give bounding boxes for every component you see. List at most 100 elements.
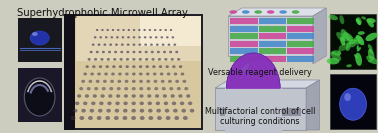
FancyBboxPatch shape — [65, 16, 201, 128]
Ellipse shape — [330, 52, 341, 61]
Ellipse shape — [339, 15, 344, 24]
Ellipse shape — [109, 87, 113, 90]
Ellipse shape — [48, 86, 50, 88]
Text: Multifactorial control of cell
culturing conditions: Multifactorial control of cell culturing… — [205, 107, 315, 126]
FancyBboxPatch shape — [330, 74, 376, 129]
Text: Versable reagent delivery: Versable reagent delivery — [208, 68, 312, 77]
Ellipse shape — [117, 29, 119, 31]
Ellipse shape — [350, 41, 358, 47]
FancyBboxPatch shape — [231, 18, 257, 24]
Ellipse shape — [102, 51, 105, 53]
Ellipse shape — [122, 36, 124, 38]
Ellipse shape — [168, 80, 172, 83]
Ellipse shape — [131, 109, 136, 113]
Ellipse shape — [105, 65, 109, 68]
Ellipse shape — [139, 94, 144, 98]
Ellipse shape — [169, 87, 173, 90]
Ellipse shape — [139, 101, 144, 105]
Ellipse shape — [348, 36, 352, 43]
Ellipse shape — [119, 65, 122, 68]
Ellipse shape — [75, 101, 79, 105]
Ellipse shape — [48, 85, 50, 87]
Ellipse shape — [126, 51, 129, 53]
Ellipse shape — [340, 36, 345, 46]
FancyBboxPatch shape — [231, 33, 257, 39]
Ellipse shape — [108, 51, 111, 53]
FancyBboxPatch shape — [231, 41, 257, 47]
Ellipse shape — [131, 116, 136, 120]
Ellipse shape — [132, 72, 136, 76]
Ellipse shape — [366, 33, 378, 41]
Ellipse shape — [332, 50, 341, 55]
FancyBboxPatch shape — [18, 68, 62, 122]
Ellipse shape — [179, 65, 182, 68]
Ellipse shape — [149, 36, 152, 38]
Ellipse shape — [114, 116, 119, 120]
Ellipse shape — [181, 72, 184, 76]
Ellipse shape — [132, 58, 135, 61]
Ellipse shape — [127, 36, 130, 38]
FancyBboxPatch shape — [259, 18, 286, 24]
Ellipse shape — [292, 10, 299, 14]
Ellipse shape — [117, 87, 121, 90]
Ellipse shape — [172, 101, 176, 105]
Ellipse shape — [94, 36, 96, 38]
Ellipse shape — [99, 101, 104, 105]
FancyBboxPatch shape — [140, 16, 201, 46]
Ellipse shape — [118, 72, 122, 76]
Ellipse shape — [190, 109, 194, 113]
Ellipse shape — [279, 10, 287, 14]
Ellipse shape — [45, 83, 47, 84]
Ellipse shape — [138, 36, 141, 38]
Ellipse shape — [73, 109, 77, 113]
Ellipse shape — [340, 88, 367, 120]
Ellipse shape — [163, 94, 167, 98]
Ellipse shape — [147, 94, 151, 98]
Ellipse shape — [104, 43, 106, 46]
Ellipse shape — [106, 109, 111, 113]
Ellipse shape — [242, 10, 249, 14]
Ellipse shape — [90, 109, 94, 113]
Ellipse shape — [226, 53, 280, 123]
Ellipse shape — [32, 32, 38, 36]
Ellipse shape — [35, 81, 37, 82]
Ellipse shape — [166, 36, 169, 38]
Ellipse shape — [149, 116, 153, 120]
Ellipse shape — [103, 80, 107, 83]
Ellipse shape — [125, 72, 129, 76]
Ellipse shape — [178, 94, 183, 98]
Ellipse shape — [180, 101, 184, 105]
Ellipse shape — [112, 65, 116, 68]
Ellipse shape — [81, 109, 86, 113]
Ellipse shape — [150, 43, 153, 46]
Ellipse shape — [361, 16, 366, 20]
Ellipse shape — [157, 116, 162, 120]
Ellipse shape — [99, 36, 102, 38]
Ellipse shape — [128, 29, 130, 31]
Ellipse shape — [140, 109, 144, 113]
Ellipse shape — [94, 58, 97, 61]
Ellipse shape — [154, 87, 158, 90]
Ellipse shape — [100, 58, 104, 61]
FancyBboxPatch shape — [287, 48, 314, 54]
Ellipse shape — [343, 32, 353, 41]
Ellipse shape — [46, 83, 48, 85]
Ellipse shape — [102, 87, 106, 90]
Ellipse shape — [144, 43, 147, 46]
Ellipse shape — [172, 36, 174, 38]
Ellipse shape — [115, 101, 120, 105]
Ellipse shape — [138, 29, 141, 31]
FancyBboxPatch shape — [64, 14, 75, 130]
Ellipse shape — [105, 36, 108, 38]
Ellipse shape — [344, 93, 351, 101]
FancyBboxPatch shape — [18, 18, 62, 62]
Ellipse shape — [147, 101, 152, 105]
Ellipse shape — [88, 58, 91, 61]
Ellipse shape — [32, 83, 34, 84]
FancyBboxPatch shape — [259, 55, 286, 61]
Ellipse shape — [327, 58, 339, 64]
Ellipse shape — [133, 29, 135, 31]
Ellipse shape — [355, 53, 362, 66]
Ellipse shape — [30, 85, 32, 87]
Ellipse shape — [152, 58, 155, 61]
